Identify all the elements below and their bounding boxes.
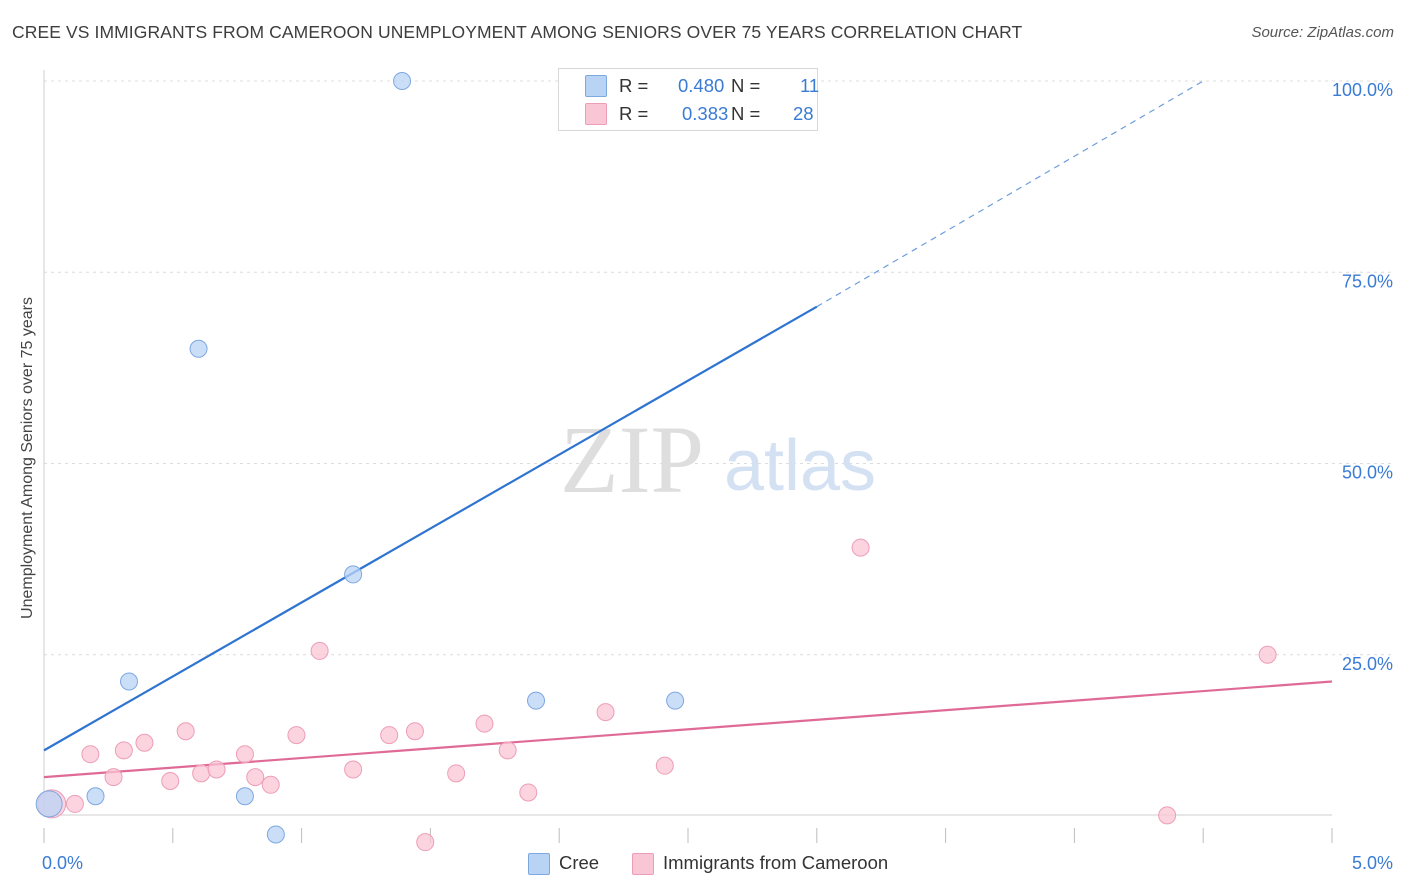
axes <box>43 70 1333 843</box>
y-tick-label: 25.0% <box>1342 654 1393 674</box>
watermark-atlas: atlas <box>724 426 876 506</box>
r-value: 0.480 <box>678 75 725 96</box>
cameroon-point <box>310 641 329 660</box>
cameroon-point <box>135 733 154 752</box>
n-value: 11 <box>800 75 820 96</box>
cameroon-swatch <box>632 853 654 875</box>
trend-lines <box>43 80 1333 779</box>
cameroon-point <box>104 768 123 787</box>
cameroon-trend-line <box>43 680 1333 779</box>
cree-point <box>527 691 546 710</box>
cameroon-point <box>475 714 494 733</box>
cameroon-point <box>246 768 265 787</box>
cameroon-point <box>344 760 363 779</box>
tick-labels: 25.0% 50.0% 75.0% 100.0% 0.0% 5.0% <box>42 80 1393 873</box>
cree-point <box>235 787 254 806</box>
gridlines <box>44 80 1395 656</box>
cameroon-point <box>176 722 195 741</box>
cameroon-point <box>380 726 399 745</box>
cameroon-point <box>851 538 870 557</box>
cameroon-point <box>161 771 180 790</box>
cree-trend-line <box>43 305 818 752</box>
cameroon-point <box>596 703 615 722</box>
cameroon-swatch <box>585 103 607 125</box>
legend-label: Cree <box>559 852 600 873</box>
cameroon-point <box>416 833 435 852</box>
x-tick-label: 5.0% <box>1352 853 1393 873</box>
cameroon-point <box>655 756 674 775</box>
source-label: Source: ZipAtlas.com <box>1251 24 1394 41</box>
n-value: 28 <box>793 103 814 124</box>
y-tick-label: 100.0% <box>1332 80 1393 100</box>
r-label: R = <box>619 75 649 96</box>
y-tick-label: 75.0% <box>1342 271 1393 291</box>
cree-swatch <box>528 853 550 875</box>
data-points <box>35 72 1277 852</box>
cameroon-point <box>65 794 84 813</box>
cree-point <box>189 339 208 358</box>
stats-legend: R = 0.480 N = 11 R = 0.383 N = 28 <box>558 68 820 131</box>
cree-point <box>344 565 363 584</box>
cameroon-point <box>235 745 254 764</box>
watermark: ZIP atlas <box>560 406 876 513</box>
cameroon-point <box>192 764 211 783</box>
n-label: N = <box>731 103 761 124</box>
cree-point <box>393 72 412 90</box>
cree-trend-extension <box>816 80 1204 308</box>
cameroon-point <box>261 775 280 794</box>
cameroon-point <box>81 745 100 764</box>
cree-point <box>120 672 139 691</box>
cameroon-point <box>498 741 517 760</box>
cameroon-point <box>519 783 538 802</box>
cree-point <box>35 790 63 818</box>
cree-point <box>86 787 105 806</box>
cree-swatch <box>585 75 607 97</box>
cameroon-point <box>1158 806 1177 825</box>
cameroon-point <box>287 726 306 745</box>
cameroon-point <box>1258 645 1277 664</box>
cameroon-point <box>207 760 226 779</box>
y-tick-label: 50.0% <box>1342 463 1393 483</box>
chart-title: CREE VS IMMIGRANTS FROM CAMEROON UNEMPLO… <box>12 22 1023 42</box>
r-label: R = <box>619 103 649 124</box>
r-value: 0.383 <box>682 103 729 124</box>
cameroon-point <box>447 764 466 783</box>
n-label: N = <box>731 75 761 96</box>
cree-point <box>266 825 285 844</box>
watermark-zip: ZIP <box>560 406 704 513</box>
x-tick-label: 0.0% <box>42 853 83 873</box>
cameroon-point <box>114 741 133 760</box>
cree-point <box>666 691 685 710</box>
cameroon-point <box>405 722 424 741</box>
legend-label: Immigrants from Cameroon <box>663 852 889 873</box>
